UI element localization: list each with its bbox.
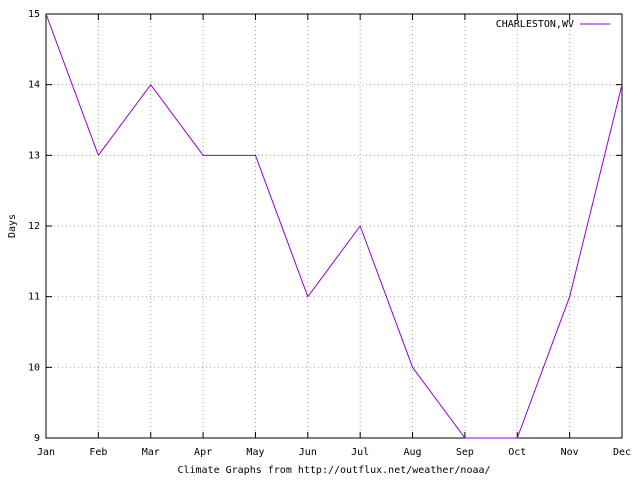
x-tick-label: Aug (404, 447, 422, 458)
x-tick-label: Dec (613, 447, 631, 458)
x-tick-label: Jul (351, 447, 369, 458)
y-tick-label: 11 (28, 292, 40, 303)
y-axis-label: Days (7, 214, 18, 238)
legend-label: CHARLESTON,WV (496, 19, 574, 30)
y-tick-label: 15 (28, 9, 40, 20)
y-tick-label: 13 (28, 150, 40, 161)
x-tick-label: Apr (194, 447, 212, 458)
x-tick-label: Oct (508, 447, 526, 458)
y-tick-label: 14 (28, 80, 40, 91)
x-tick-label: Mar (142, 447, 160, 458)
x-tick-label: May (246, 447, 264, 458)
y-tick-label: 10 (28, 362, 40, 373)
y-tick-label: 12 (28, 221, 40, 232)
x-tick-label: Sep (456, 447, 474, 458)
line-series (45, 13, 623, 439)
y-tick-label: 9 (34, 433, 40, 444)
x-tick-label: Jun (299, 447, 317, 458)
plot-frame (45, 13, 623, 439)
x-tick-label: Nov (561, 447, 579, 458)
x-axis-label: Climate Graphs from http://outflux.net/w… (177, 465, 490, 476)
x-tick-label: Jan (37, 447, 55, 458)
x-tick-label: Feb (89, 447, 107, 458)
